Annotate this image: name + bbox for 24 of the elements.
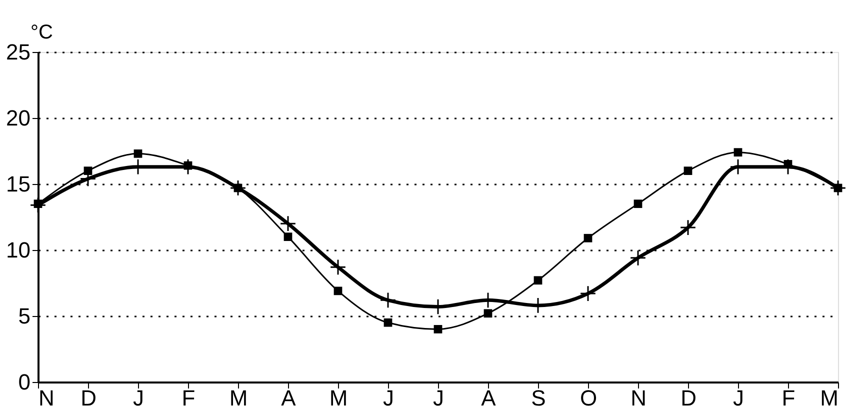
- x-tick-label: F: [182, 386, 196, 410]
- y-tick-label: 15: [6, 172, 30, 196]
- x-tick-label: J: [133, 386, 144, 410]
- x-tick-label: M: [329, 386, 348, 410]
- x-tick-label: A: [481, 386, 496, 410]
- y-tick-label: 25: [6, 40, 30, 64]
- x-tick-label: D: [680, 386, 696, 410]
- x-tick-label: J: [733, 386, 744, 410]
- x-tick-label: A: [281, 386, 296, 410]
- y-axis-title: °C: [30, 22, 53, 44]
- x-tick-label: M: [229, 386, 248, 410]
- y-tick-label: 5: [18, 304, 30, 328]
- x-tick-label: N: [38, 386, 54, 410]
- x-tick-label: J: [383, 386, 394, 410]
- x-tick-label: D: [80, 386, 96, 410]
- x-tick-label: M: [820, 386, 838, 410]
- x-tick-label: O: [580, 386, 598, 410]
- x-tick-label: N: [630, 386, 646, 410]
- y-tick-label: 0: [18, 370, 30, 394]
- x-tick-label: S: [531, 386, 546, 410]
- y-tick-label: 20: [6, 106, 30, 130]
- x-tick-label: J: [433, 386, 444, 410]
- y-tick-label: 10: [6, 238, 30, 262]
- x-tick-label: F: [782, 386, 796, 410]
